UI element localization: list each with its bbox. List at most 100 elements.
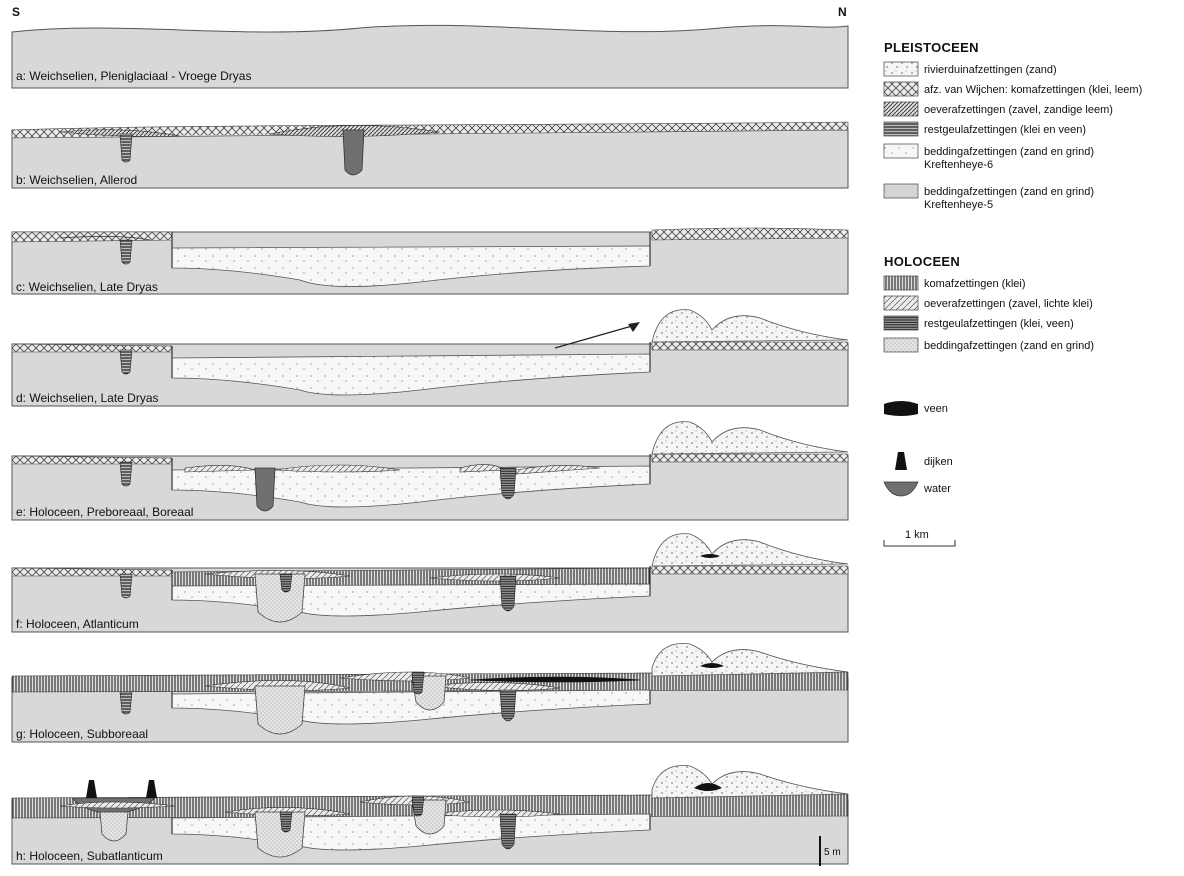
kreftenheye6-channel-belt (171, 245, 651, 287)
river-dune (651, 765, 849, 799)
legend-item-label: rivierduinafzettingen (zand) (924, 64, 1057, 76)
panel-h: 5 m h: Holoceen, Subatlanticum (11, 765, 849, 866)
legend-swatch-vertical-lines (883, 275, 919, 291)
legend-item-label: beddingafzettingen (zand en grind) (924, 340, 1094, 352)
holocene-channel-bed (254, 685, 306, 735)
holocene-residual-channel (279, 573, 293, 593)
peat-lens (700, 554, 720, 558)
panel-label-e: e: Holoceen, Preboreaal, Boreaal (16, 505, 193, 519)
legend-swatch-diag-light (883, 295, 919, 311)
residual-channel (119, 133, 133, 163)
levee-deposit (59, 236, 151, 241)
legend-item-label: beddingafzettingen (zand en grind) (924, 146, 1094, 158)
arrow-head-icon (628, 322, 640, 332)
kreftenheye6-channel-belt (171, 465, 651, 508)
peat-lens (700, 663, 724, 668)
legend-item-label: oeverafzettingen (zavel, zandige leem) (924, 104, 1113, 116)
panel-f: f: Holoceen, Atlanticum (11, 533, 849, 633)
wijchen-crosshatch-layer (651, 453, 849, 463)
river-dune (651, 421, 849, 455)
dike-icon (146, 780, 157, 798)
river-dune (651, 643, 849, 677)
holocene-levee (429, 682, 561, 691)
wijchen-crosshatch-layer (651, 227, 849, 241)
legend-item-sublabel: Kreftenheye-6 (924, 159, 993, 171)
legend-symbol-label: veen (924, 403, 948, 415)
panel-label-c: c: Weichselien, Late Dryas (16, 280, 158, 294)
vertical-scale-label: 5 m (824, 847, 841, 858)
holocene-channel-bed (254, 811, 306, 858)
holocene-levee (274, 464, 401, 473)
kreftenheye6-channel-belt (171, 353, 651, 396)
peat-icon (884, 401, 918, 416)
dike-icon (895, 452, 907, 470)
panel-label-g: g: Holoceen, Subboreaal (16, 727, 148, 741)
panel-c: c: Weichselien, Late Dryas (11, 227, 849, 295)
river-dune (651, 309, 849, 343)
panel-label-f: f: Holoceen, Atlanticum (16, 617, 139, 631)
holocene-channel-bed (99, 811, 129, 842)
holocene-residual-channel (499, 467, 517, 500)
terrace-scarp (171, 454, 651, 490)
residual-channel (119, 239, 133, 265)
holocene-levee (59, 801, 176, 809)
legend-item-sublabel: Kreftenheye-5 (924, 199, 993, 211)
holocene-residual-channel (499, 575, 517, 612)
residual-channel (119, 691, 133, 715)
legend-swatch-dune-sand (883, 61, 919, 77)
terrace-scarp (171, 342, 651, 378)
dike-icon (86, 780, 97, 798)
wijchen-crosshatch-layer (651, 565, 849, 575)
horizontal-scale-bar (883, 540, 956, 547)
holocene-residual-channel (411, 795, 425, 817)
legend: PLEISTOCEEN rivierduinafzettingen (zand)… (883, 40, 1142, 547)
panel-d: d: Weichselien, Late Dryas (11, 309, 849, 407)
legend-symbol-label: dijken (924, 456, 953, 468)
kreftenheye5-layer (11, 129, 849, 189)
legend-title-pleistoceen: PLEISTOCEEN (884, 40, 979, 55)
legend-swatch-diag-dense (883, 101, 919, 117)
legend-item-label: oeverafzettingen (zavel, lichte klei) (924, 298, 1093, 310)
panel-g: g: Holoceen, Subboreaal (11, 643, 849, 743)
holocene-residual-channel (499, 813, 517, 850)
legend-item-label: beddingafzettingen (zand en grind) (924, 186, 1094, 198)
terrace-scarp (171, 566, 651, 600)
legend-swatch-horiz-fine (883, 315, 919, 331)
kreftenheye5-layer (11, 24, 849, 89)
terrace-scarp (171, 690, 651, 708)
legend-item-label: restgeulafzettingen (klei en veen) (924, 124, 1086, 136)
levee-deposit (59, 129, 181, 137)
terrace-scarp (171, 814, 651, 834)
panel-b: b: Weichselien, Allerod (11, 121, 849, 189)
water-icon (883, 481, 919, 497)
legend-swatch-fine-dots (883, 337, 919, 353)
legend-title-holoceen: HOLOCEEN (884, 254, 960, 269)
holocene-levee (429, 573, 561, 582)
legend-swatch-sparse-dots (883, 143, 919, 159)
residual-channel (119, 573, 133, 599)
holocene-levee (515, 465, 601, 475)
terrace-scarp (171, 232, 651, 268)
legend-item-label: restgeulafzettingen (klei, veen) (924, 318, 1074, 330)
holocene-residual-channel (499, 689, 517, 722)
panel-label-d: d: Weichselien, Late Dryas (16, 391, 159, 405)
panel-e: e: Holoceen, Preboreaal, Boreaal (11, 421, 849, 521)
holocene-channel-bed (254, 573, 306, 623)
peat-lens (694, 783, 722, 791)
legend-swatch-horiz-dark (883, 121, 919, 137)
legend-item-label: komafzettingen (klei) (924, 278, 1026, 290)
holocene-residual-channel (279, 811, 293, 833)
panel-label-h: h: Holoceen, Subatlanticum (16, 849, 163, 863)
residual-channel (119, 461, 133, 487)
holocene-levee (339, 671, 471, 682)
panel-label-b: b: Weichselien, Allerod (16, 173, 137, 187)
peat-layer (469, 676, 641, 683)
legend-swatch-crosshatch (883, 81, 919, 97)
panel-label-a: a: Weichselien, Pleniglaciaal - Vroege D… (16, 69, 251, 83)
legend-symbol-label: water (923, 483, 951, 495)
wind-direction-arrow (554, 325, 633, 349)
south-label: S (12, 5, 20, 19)
horizontal-scale-label: 1 km (905, 529, 929, 541)
legend-item-label: afz. van Wijchen: komafzettingen (klei, … (924, 84, 1142, 96)
